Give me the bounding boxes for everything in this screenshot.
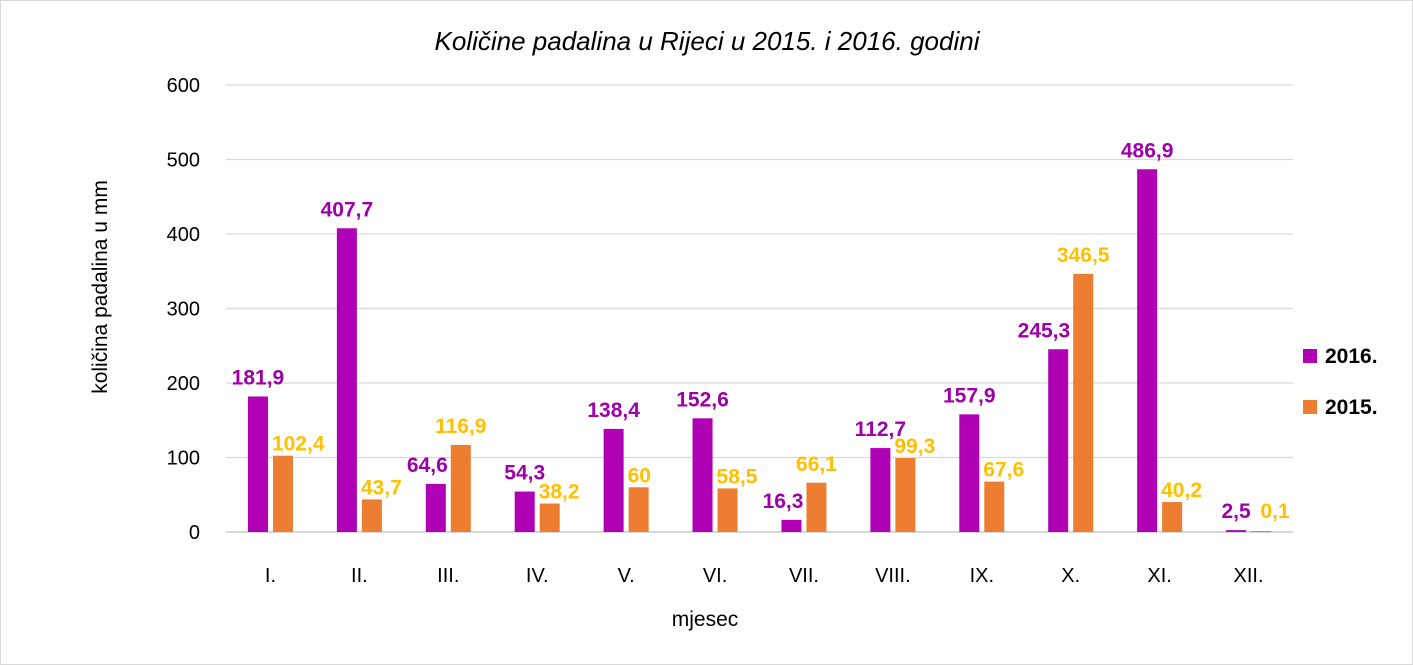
x-tick-label: VI. — [703, 565, 727, 587]
y-tick-label: 200 — [167, 373, 200, 395]
data-label: 40,2 — [1161, 479, 1202, 502]
bar-2016-IV — [514, 491, 535, 532]
bar-2016-X — [1048, 349, 1069, 532]
y-tick-label: 600 — [167, 75, 200, 97]
bar-2015-X — [1073, 273, 1094, 532]
x-tick-label: III. — [437, 565, 459, 587]
bar-2016-VII — [781, 519, 802, 532]
data-label: 245,3 — [1018, 319, 1071, 342]
bars — [247, 169, 1272, 533]
x-tick-label: VIII. — [875, 565, 911, 587]
data-label: 138,4 — [587, 399, 640, 422]
y-axis-ticks: 0 100 200 300 400 500 600 — [167, 75, 200, 544]
data-label: 346,5 — [1057, 244, 1110, 267]
bar-2015-I — [272, 455, 293, 532]
bar-2016-IX — [959, 414, 980, 532]
y-tick-label: 300 — [167, 299, 200, 321]
data-label: 181,9 — [232, 366, 285, 389]
data-label: 60 — [628, 464, 651, 487]
data-label: 112,7 — [855, 418, 906, 441]
bar-2016-XII — [1226, 530, 1247, 532]
bar-2015-IV — [539, 503, 560, 532]
data-label: 66,1 — [796, 453, 837, 476]
data-label: 116,9 — [435, 415, 486, 438]
data-label: 38,2 — [539, 481, 580, 504]
data-label: 67,6 — [983, 459, 1024, 482]
bar-2015-II — [361, 499, 382, 532]
data-label: 407,7 — [321, 198, 374, 221]
bar-2015-XI — [1162, 502, 1183, 532]
x-tick-label: XI. — [1147, 565, 1171, 587]
bar-2016-III — [425, 483, 446, 532]
bar-2015-VI — [717, 488, 738, 532]
data-label: 2,5 — [1221, 500, 1251, 523]
y-tick-label: 100 — [167, 448, 200, 470]
bar-2015-V — [628, 487, 649, 532]
bar-2016-II — [336, 228, 357, 533]
data-label: 152,6 — [676, 388, 729, 411]
bar-2015-VIII — [895, 458, 916, 532]
data-labels: 181,9 102,4 407,7 43,764,6 116,9 54,338,2 138,… — [232, 139, 1290, 523]
x-tick-label: V. — [618, 565, 635, 587]
bar-2015-III — [450, 444, 471, 532]
y-tick-label: 400 — [167, 224, 200, 246]
x-tick-label: VII. — [789, 565, 819, 587]
bar-2016-XI — [1137, 169, 1158, 532]
x-tick-label: I. — [265, 565, 276, 587]
bar-2016-VIII — [870, 448, 891, 532]
bar-2015-XII — [1251, 531, 1272, 532]
bar-2016-I — [247, 396, 268, 532]
data-label: 486,9 — [1121, 139, 1174, 162]
data-label: 99,3 — [894, 435, 935, 458]
x-tick-label: XII. — [1234, 565, 1264, 587]
bar-2015-VII — [806, 482, 827, 532]
data-label: 64,6 — [407, 454, 448, 477]
data-label: 102,4 — [272, 433, 325, 456]
x-tick-label: IV. — [526, 565, 549, 587]
x-axis-title: mjesec — [672, 608, 739, 631]
data-label: 58,5 — [717, 465, 758, 488]
bar-2015-IX — [984, 481, 1005, 532]
bar-2016-VI — [692, 418, 713, 532]
y-axis-title: količina padalina u mm — [89, 180, 112, 394]
legend-swatch — [1303, 349, 1317, 363]
legend-label: 2016. — [1325, 345, 1378, 368]
legend: 2016. 2015. — [1303, 345, 1378, 419]
data-label: 43,7 — [361, 476, 402, 499]
data-label: 157,9 — [943, 384, 996, 407]
gridlines — [226, 84, 1293, 533]
legend-label: 2015. — [1325, 396, 1378, 419]
data-label: 16,3 — [763, 490, 804, 513]
bar-2016-V — [603, 428, 624, 532]
legend-swatch — [1303, 400, 1317, 414]
y-tick-label: 0 — [189, 522, 200, 544]
x-axis-ticks: I. II. III. IV. V. VI. VII. VIII. IX. X. XI. XII. — [265, 565, 1264, 587]
chart-title: Količine padalina u Rijeci u 2015. i 201… — [435, 26, 981, 56]
y-tick-label: 500 — [167, 150, 200, 172]
data-label: 0,1 — [1260, 500, 1290, 523]
data-label: 54,3 — [504, 462, 545, 485]
x-tick-label: IX. — [970, 565, 994, 587]
x-tick-label: X. — [1061, 565, 1080, 587]
x-tick-label: II. — [351, 565, 368, 587]
